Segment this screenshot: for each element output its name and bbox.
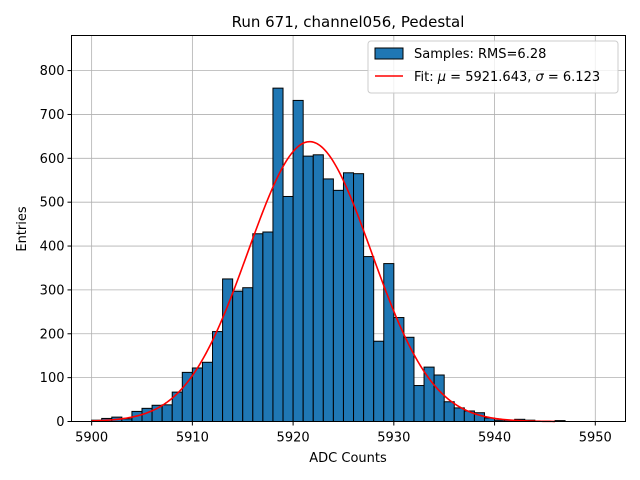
legend-box [367,40,619,94]
x-axis-title: ADC Counts [309,451,387,466]
histogram-bar [423,366,435,423]
histogram-bar [262,231,274,422]
histogram-bar [272,87,284,423]
histogram-bar [242,287,254,422]
legend-histogram-label: Samples: RMS=6.28 [414,47,546,62]
y-axis-ticks: 0 100 200 300 400 500 600 700 800 [40,64,72,430]
histogram-bar [433,374,445,422]
histogram-bar [181,371,193,423]
histogram-bar [232,290,244,422]
legend-fit-label: Fit: μ = 5921.643, σ = 6.123 [414,70,600,85]
x-tick-label: 5900 [75,431,108,446]
gaussian-fit-line [91,140,555,423]
x-tick-label: 5940 [478,431,511,446]
histogram-bar [443,401,455,422]
y-tick-label: 500 [40,196,65,211]
histogram-bar [342,172,355,422]
y-tick-label: 100 [40,371,65,386]
y-tick-label: 800 [40,64,65,79]
y-tick-label: 200 [40,327,65,342]
x-tick-label: 5910 [176,431,209,446]
histogram-bar [453,407,465,423]
histogram-bar [201,361,214,422]
y-tick-label: 0 [56,415,64,430]
legend: Samples: RMS=6.28 Fit: μ = 5921.643, σ =… [367,40,619,94]
histogram-bar [212,331,224,423]
legend-histogram-swatch [374,47,404,60]
histogram-bar [393,317,405,422]
histogram-bar [403,336,415,423]
x-tick-label: 5950 [579,431,612,446]
histogram-bars [91,87,566,423]
x-tick-label: 5930 [377,431,410,446]
x-tick-label: 5920 [277,431,310,446]
histogram-bar [252,233,264,422]
histogram-bar [222,278,234,422]
histogram-bar [373,340,385,423]
histogram-bar [161,404,173,422]
histogram-bar [302,155,314,422]
histogram-bar [332,189,344,422]
x-axis-ticks: 5900 5910 5920 5930 5940 5950 [75,421,612,446]
plot-frame [71,35,626,422]
histogram-bar [191,367,203,422]
y-tick-label: 600 [40,152,65,167]
histogram-bar [141,407,153,423]
histogram-bar [413,385,425,423]
histogram-bar [363,256,375,422]
histogram-bar [292,99,304,422]
histogram-bar [322,178,334,422]
histogram-bar [282,195,294,422]
y-tick-label: 400 [40,240,65,255]
histogram-bar [353,173,365,422]
y-axis-title: Entries [15,206,30,252]
histogram-bar [312,154,324,423]
y-tick-label: 700 [40,108,65,123]
chart-title: Run 671, channel056, Pedestal [232,13,465,31]
y-tick-label: 300 [40,283,65,298]
